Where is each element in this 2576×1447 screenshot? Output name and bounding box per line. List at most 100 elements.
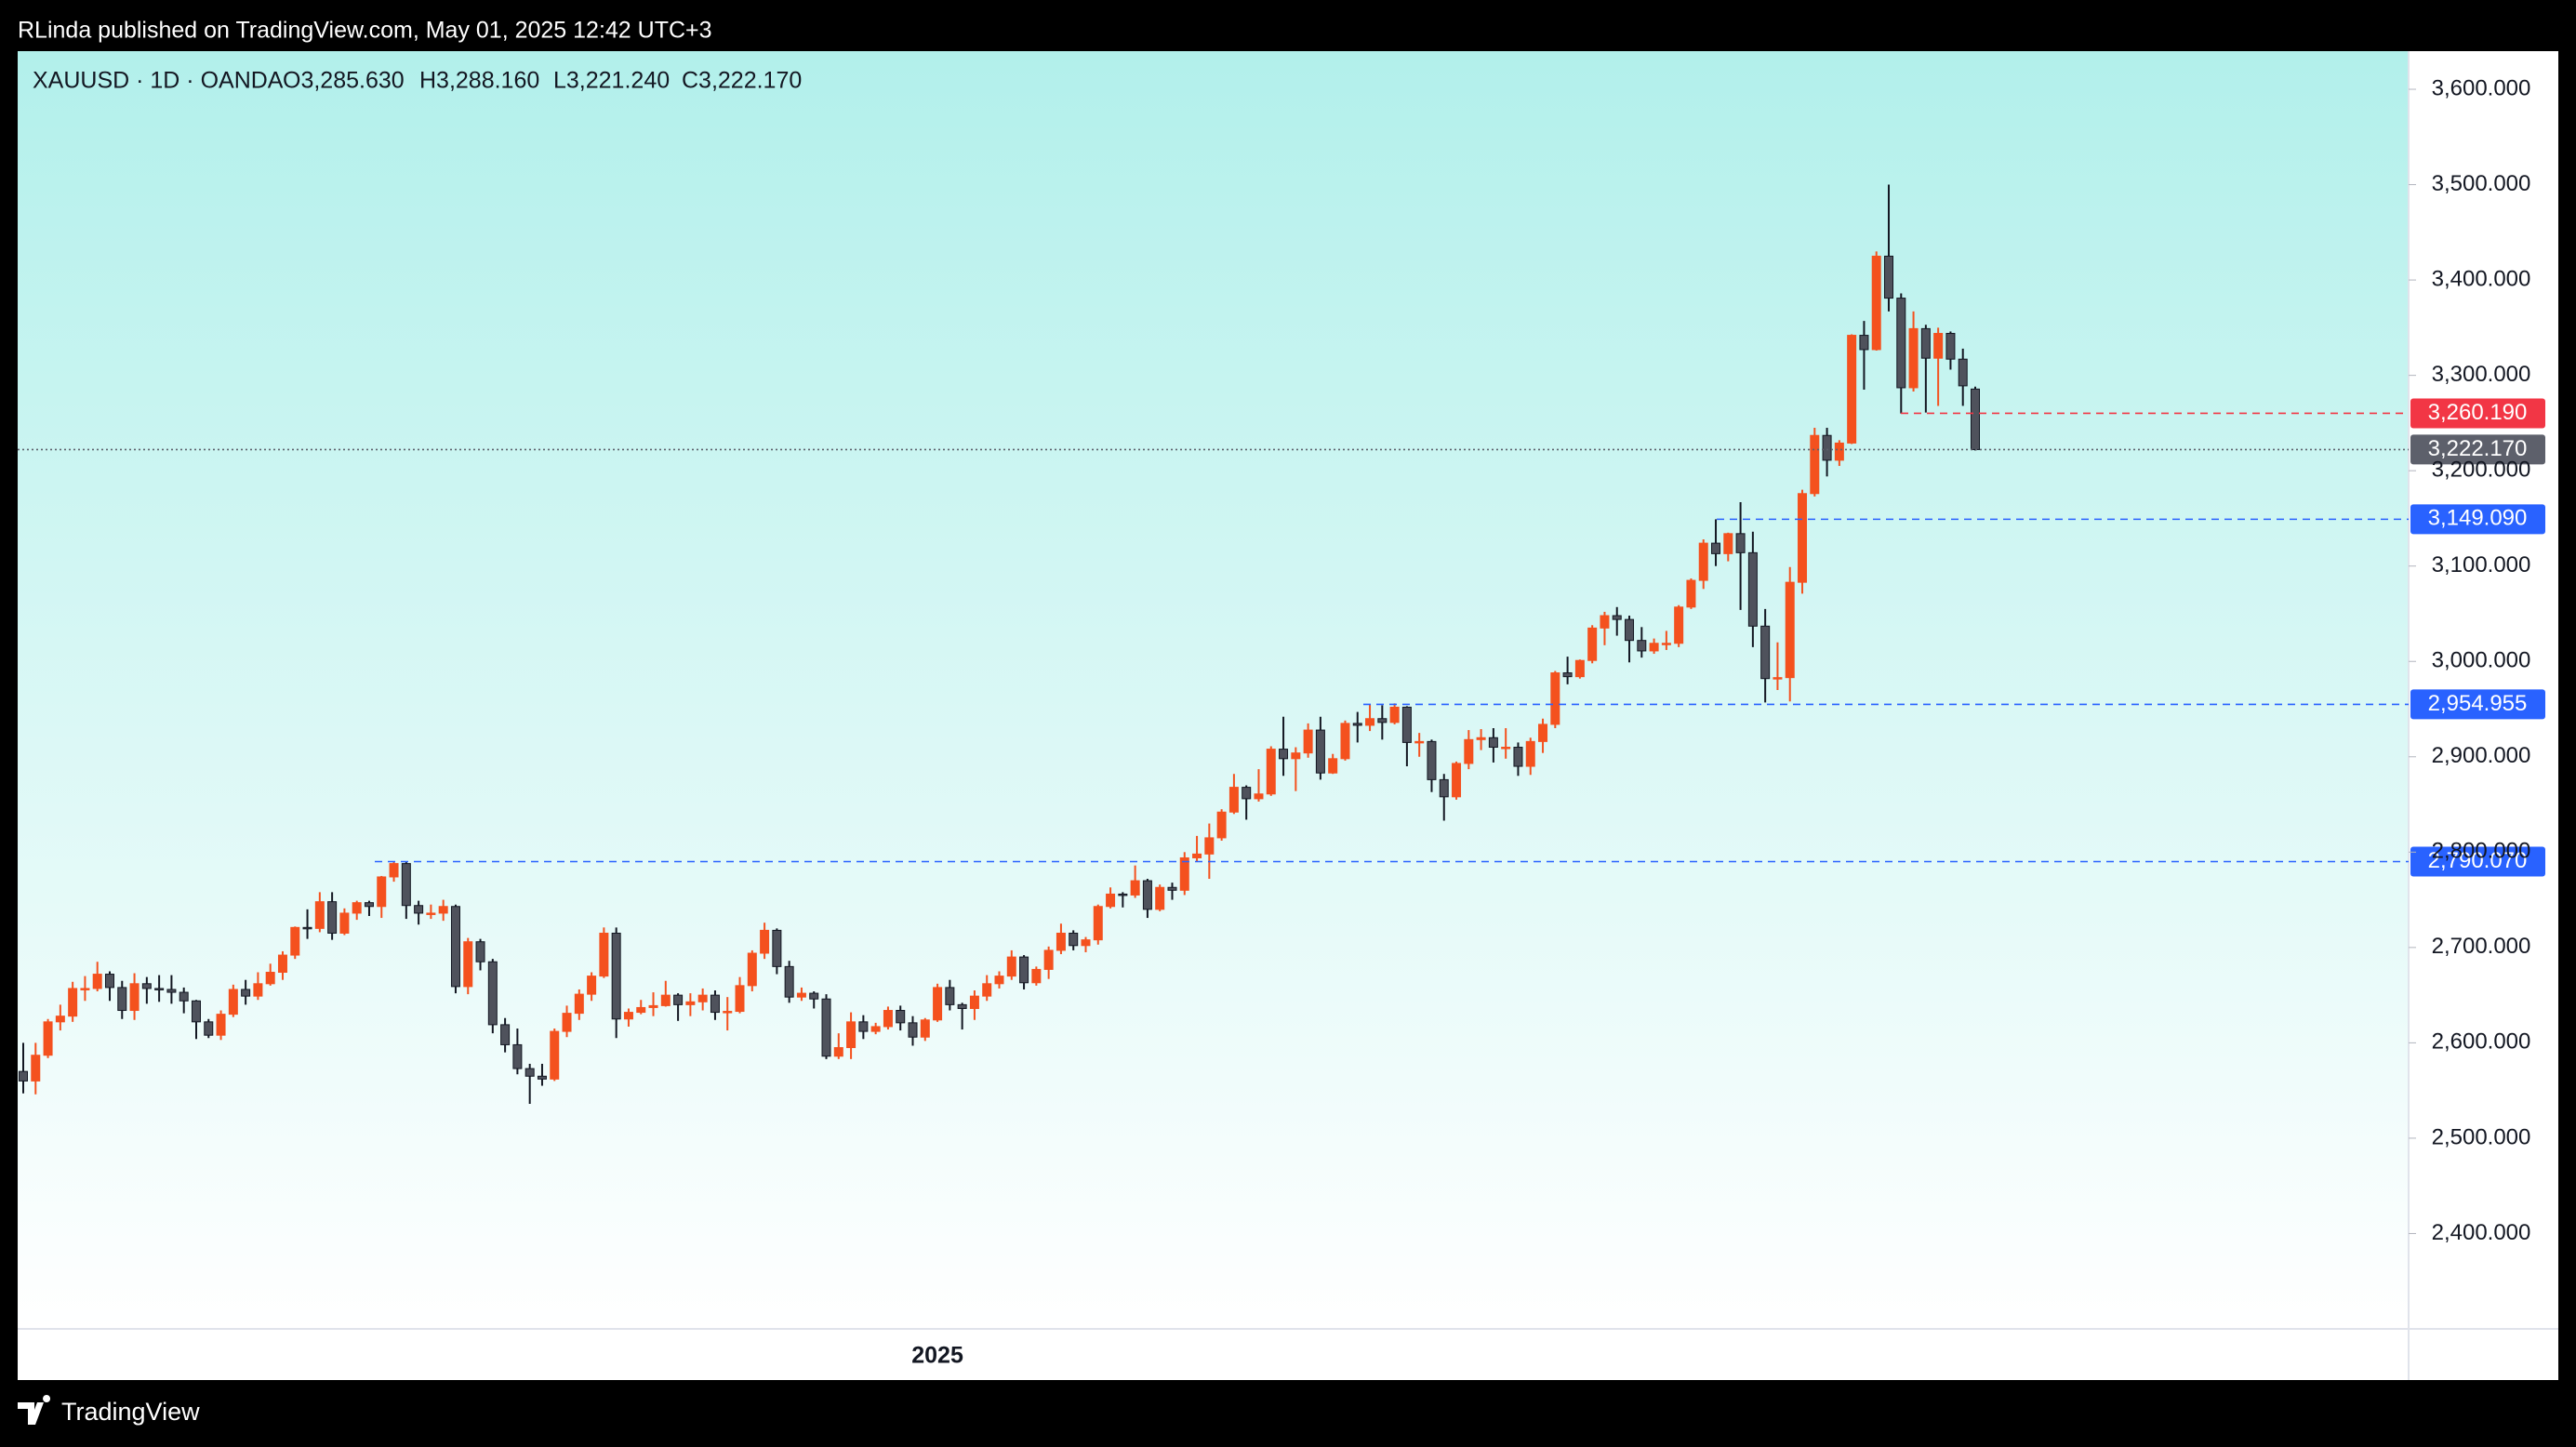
candle-body: [747, 952, 757, 987]
candle-body: [1686, 579, 1696, 608]
candle-body: [550, 1030, 560, 1080]
candle-body: [1600, 615, 1610, 629]
candle-body: [1031, 968, 1042, 984]
legend-close: C3,222.170: [682, 68, 802, 94]
candle-body: [574, 993, 584, 1015]
candle-body: [685, 1001, 696, 1005]
candle-body: [1291, 752, 1301, 760]
candle-body: [1452, 763, 1462, 798]
level-label: 3,222.170: [2428, 436, 2528, 461]
x-tick-label: 2025: [911, 1343, 963, 1369]
candle-body: [31, 1055, 41, 1082]
candle-body: [1574, 659, 1585, 678]
candle-body: [1167, 886, 1177, 891]
plot-area: [18, 51, 2409, 1329]
candle-body: [1958, 358, 1968, 387]
candle-body: [1130, 880, 1140, 896]
legend-low: L3,221.240: [553, 68, 670, 94]
candle-body: [648, 1004, 658, 1008]
candle-body: [414, 905, 424, 914]
candle-body: [796, 992, 806, 998]
candle-body: [216, 1014, 226, 1036]
level-label: 3,260.190: [2428, 400, 2528, 425]
candle-body: [673, 994, 684, 1005]
candle-body: [1242, 787, 1252, 800]
candle-body: [364, 902, 374, 908]
candle-body: [994, 976, 1004, 985]
level-label: 2,790.070: [2428, 848, 2528, 873]
candle-body: [19, 1070, 28, 1082]
candle-body: [969, 995, 979, 1009]
candle-body: [487, 961, 498, 1026]
candle-body: [1871, 255, 1881, 351]
candle-body: [723, 1011, 733, 1014]
candle-body: [1204, 837, 1215, 855]
candle-body: [1081, 939, 1091, 947]
level-tag: [2410, 434, 2545, 465]
candle-body: [1760, 625, 1771, 680]
candle-body: [314, 901, 325, 929]
candle-body: [265, 972, 275, 985]
symbol: XAUUSD · 1D · OANDA: [33, 68, 284, 94]
candle-body: [1810, 434, 1820, 495]
candle-body: [1798, 493, 1808, 583]
candle-body: [1019, 956, 1029, 984]
candle-body: [1142, 880, 1152, 910]
candle-body: [1389, 706, 1400, 724]
candle-body: [1525, 740, 1535, 767]
level-tag: [2410, 504, 2545, 535]
candle-body: [1859, 335, 1869, 351]
candle-body: [1365, 718, 1375, 726]
candle-body: [166, 989, 177, 993]
candle-body: [302, 926, 312, 930]
candle-body: [1093, 906, 1103, 941]
candle-body: [896, 1010, 906, 1024]
candle-body: [1834, 442, 1844, 461]
candle-body: [599, 932, 609, 977]
candle-body: [1439, 778, 1449, 798]
candle-body: [450, 906, 460, 988]
level-tag: [2410, 398, 2545, 429]
y-tick-label: 3,600.000: [2432, 75, 2531, 100]
legend-high: H3,288.160: [419, 68, 539, 94]
candle-body: [512, 1043, 523, 1069]
candle-body: [1377, 718, 1388, 724]
time-axis: [18, 1329, 2409, 1380]
candle-body: [1920, 327, 1931, 359]
candle-body: [821, 998, 831, 1057]
candle-body: [636, 1006, 646, 1014]
y-tick-label: 3,000.000: [2432, 648, 2531, 673]
brand[interactable]: TradingView: [61, 1398, 200, 1426]
level-label: 3,149.090: [2428, 506, 2528, 531]
candle-body: [80, 988, 90, 990]
candle-body: [1513, 747, 1523, 767]
candle-body: [1612, 615, 1622, 620]
candle-body: [1352, 723, 1362, 726]
candle-body: [772, 929, 782, 967]
candle-body: [1562, 672, 1573, 678]
candle-body: [760, 929, 770, 954]
candle-body: [660, 994, 671, 1006]
candle-body: [945, 987, 955, 1005]
candle-body: [92, 974, 102, 989]
y-tick-label: 2,700.000: [2432, 934, 2531, 959]
candle-body: [339, 912, 350, 934]
candle-body: [1637, 640, 1647, 652]
candle-body: [352, 902, 362, 914]
candle-body: [204, 1021, 214, 1036]
candle-body: [1587, 627, 1598, 661]
candle-body: [241, 989, 251, 997]
candle-body: [1106, 893, 1116, 908]
candle-body: [846, 1021, 856, 1049]
candle-body: [55, 1016, 65, 1023]
candle-body: [463, 941, 473, 988]
candle-body: [710, 994, 720, 1014]
candle-body: [191, 1000, 201, 1023]
candle-body: [982, 983, 992, 997]
candle-body: [1501, 747, 1511, 750]
candle-body: [1155, 886, 1165, 910]
candle-body: [1488, 737, 1498, 749]
candle-body: [179, 991, 189, 1002]
y-tick-label: 2,500.000: [2432, 1124, 2531, 1149]
candle-body: [1266, 749, 1276, 795]
